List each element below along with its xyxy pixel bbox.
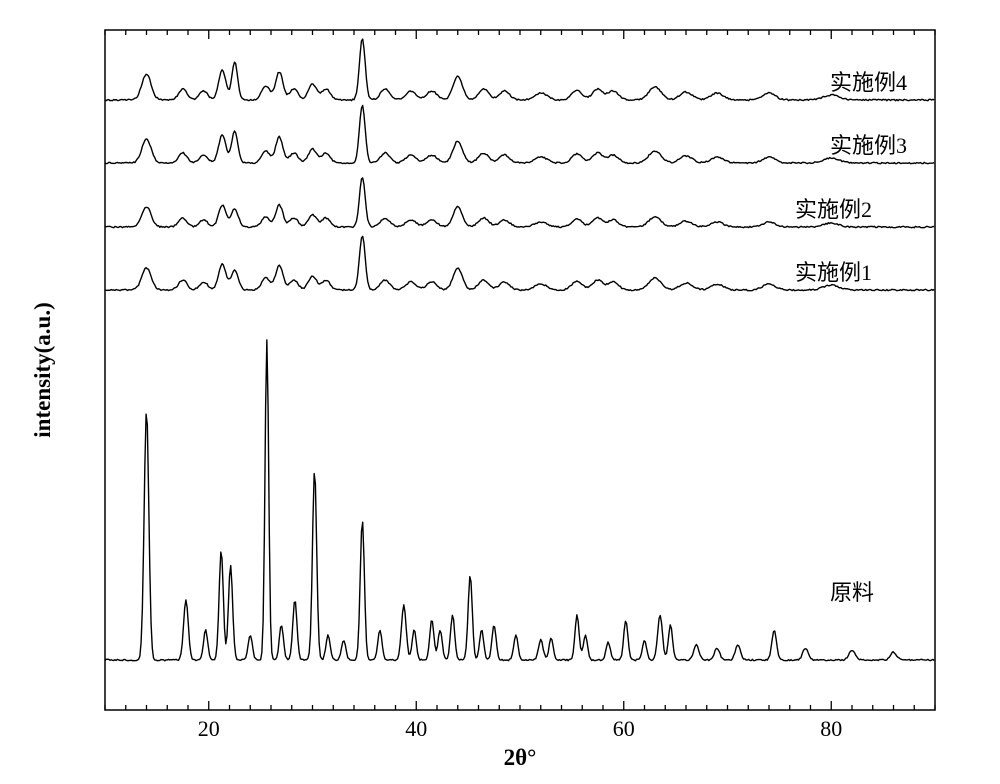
svg-text:intensity(a.u.): intensity(a.u.)	[30, 302, 55, 437]
chart-svg: 20 40 60 80 2θ° intensity(a.u.) 原料 实施例1 实施例2 实施例3…	[0, 0, 1000, 784]
svg-text:80: 80	[820, 716, 842, 741]
trace-label-example-2: 实施例2	[795, 197, 872, 222]
svg-text:60: 60	[613, 716, 635, 741]
trace-label-example-1: 实施例1	[795, 260, 872, 285]
trace-label-example-3: 实施例3	[830, 133, 907, 158]
trace-label-example-4: 实施例4	[830, 70, 907, 95]
trace-raw-material	[105, 340, 934, 661]
svg-text:40: 40	[405, 716, 427, 741]
xrd-chart: 20 40 60 80 2θ° intensity(a.u.) 原料 实施例1 实施例2 实施例3…	[0, 0, 1000, 784]
trace-example-4	[105, 39, 934, 101]
svg-text:2θ°: 2θ°	[504, 745, 537, 770]
trace-example-3	[105, 106, 934, 164]
svg-text:20: 20	[198, 716, 220, 741]
trace-label-raw-material: 原料	[830, 580, 874, 605]
